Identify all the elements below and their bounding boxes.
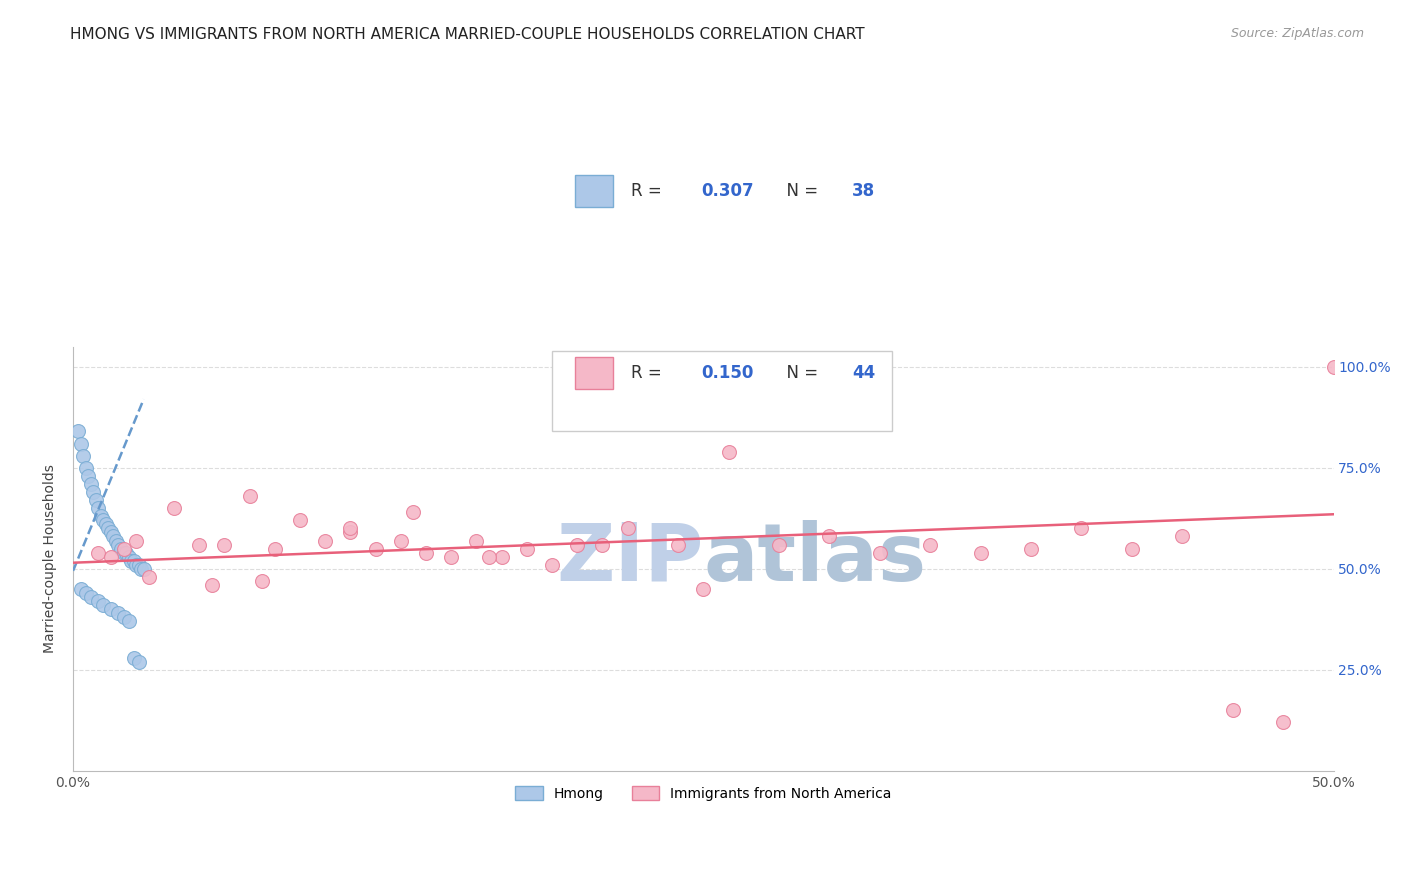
- Point: [263, 541, 285, 556]
- Point: [138, 570, 160, 584]
- Point: [1070, 521, 1092, 535]
- Point: [97, 521, 120, 535]
- Text: R =: R =: [631, 364, 668, 382]
- Point: [87, 594, 110, 608]
- Text: ZIP: ZIP: [555, 520, 703, 598]
- Legend: Hmong, Immigrants from North America: Hmong, Immigrants from North America: [509, 780, 897, 806]
- Point: [768, 537, 790, 551]
- Point: [90, 509, 112, 524]
- Y-axis label: Married-couple Households: Married-couple Households: [44, 464, 58, 653]
- Point: [117, 614, 139, 628]
- Point: [389, 533, 412, 548]
- Point: [288, 513, 311, 527]
- Point: [616, 521, 638, 535]
- Point: [567, 537, 589, 551]
- Text: 0.307: 0.307: [700, 182, 754, 200]
- Point: [117, 549, 139, 564]
- Point: [402, 505, 425, 519]
- Point: [1171, 529, 1194, 543]
- Point: [163, 501, 186, 516]
- Point: [1121, 541, 1143, 556]
- Point: [100, 525, 122, 540]
- Point: [314, 533, 336, 548]
- Point: [77, 469, 100, 483]
- Point: [516, 541, 538, 556]
- Point: [128, 558, 150, 572]
- Point: [440, 549, 463, 564]
- Point: [188, 537, 211, 551]
- Point: [129, 562, 152, 576]
- Point: [339, 521, 361, 535]
- Point: [125, 533, 148, 548]
- Bar: [575, 358, 613, 389]
- Point: [818, 529, 841, 543]
- Text: 38: 38: [852, 182, 875, 200]
- Point: [122, 650, 145, 665]
- Point: [969, 546, 991, 560]
- Text: atlas: atlas: [703, 520, 927, 598]
- Point: [201, 578, 224, 592]
- Point: [69, 436, 91, 450]
- Point: [72, 449, 94, 463]
- Point: [364, 541, 387, 556]
- Point: [125, 558, 148, 572]
- Point: [128, 655, 150, 669]
- Point: [920, 537, 942, 551]
- Point: [67, 425, 90, 439]
- Point: [1322, 359, 1344, 374]
- Point: [250, 574, 273, 588]
- Point: [717, 444, 740, 458]
- Point: [112, 541, 135, 556]
- Point: [112, 610, 135, 624]
- Point: [214, 537, 236, 551]
- Point: [122, 554, 145, 568]
- Bar: [575, 175, 613, 207]
- Point: [69, 582, 91, 596]
- Text: Source: ZipAtlas.com: Source: ZipAtlas.com: [1230, 27, 1364, 40]
- Point: [82, 485, 104, 500]
- Text: N =: N =: [776, 182, 824, 200]
- Point: [339, 525, 361, 540]
- Point: [94, 517, 117, 532]
- Point: [93, 513, 115, 527]
- Point: [1222, 703, 1244, 717]
- Point: [415, 546, 437, 560]
- Text: HMONG VS IMMIGRANTS FROM NORTH AMERICA MARRIED-COUPLE HOUSEHOLDS CORRELATION CHA: HMONG VS IMMIGRANTS FROM NORTH AMERICA M…: [70, 27, 865, 42]
- Point: [80, 590, 103, 604]
- Point: [1019, 541, 1042, 556]
- Point: [100, 602, 122, 616]
- Point: [115, 546, 138, 560]
- Point: [107, 606, 129, 620]
- Point: [465, 533, 488, 548]
- Point: [491, 549, 513, 564]
- Point: [87, 546, 110, 560]
- Point: [103, 529, 125, 543]
- Text: 44: 44: [852, 364, 876, 382]
- Point: [692, 582, 714, 596]
- Point: [75, 586, 97, 600]
- Point: [87, 501, 110, 516]
- Point: [132, 562, 155, 576]
- Point: [112, 546, 135, 560]
- Point: [591, 537, 613, 551]
- FancyBboxPatch shape: [553, 351, 893, 432]
- Point: [80, 477, 103, 491]
- Point: [478, 549, 501, 564]
- Point: [869, 546, 891, 560]
- Text: N =: N =: [776, 364, 824, 382]
- Point: [541, 558, 564, 572]
- Point: [75, 460, 97, 475]
- Text: R =: R =: [631, 182, 668, 200]
- Point: [1272, 715, 1295, 730]
- Point: [120, 554, 142, 568]
- Point: [104, 533, 127, 548]
- Point: [110, 541, 132, 556]
- Point: [238, 489, 260, 503]
- Point: [666, 537, 689, 551]
- Point: [93, 598, 115, 612]
- Text: 0.150: 0.150: [700, 364, 754, 382]
- Point: [107, 537, 129, 551]
- Point: [100, 549, 122, 564]
- Point: [84, 493, 107, 508]
